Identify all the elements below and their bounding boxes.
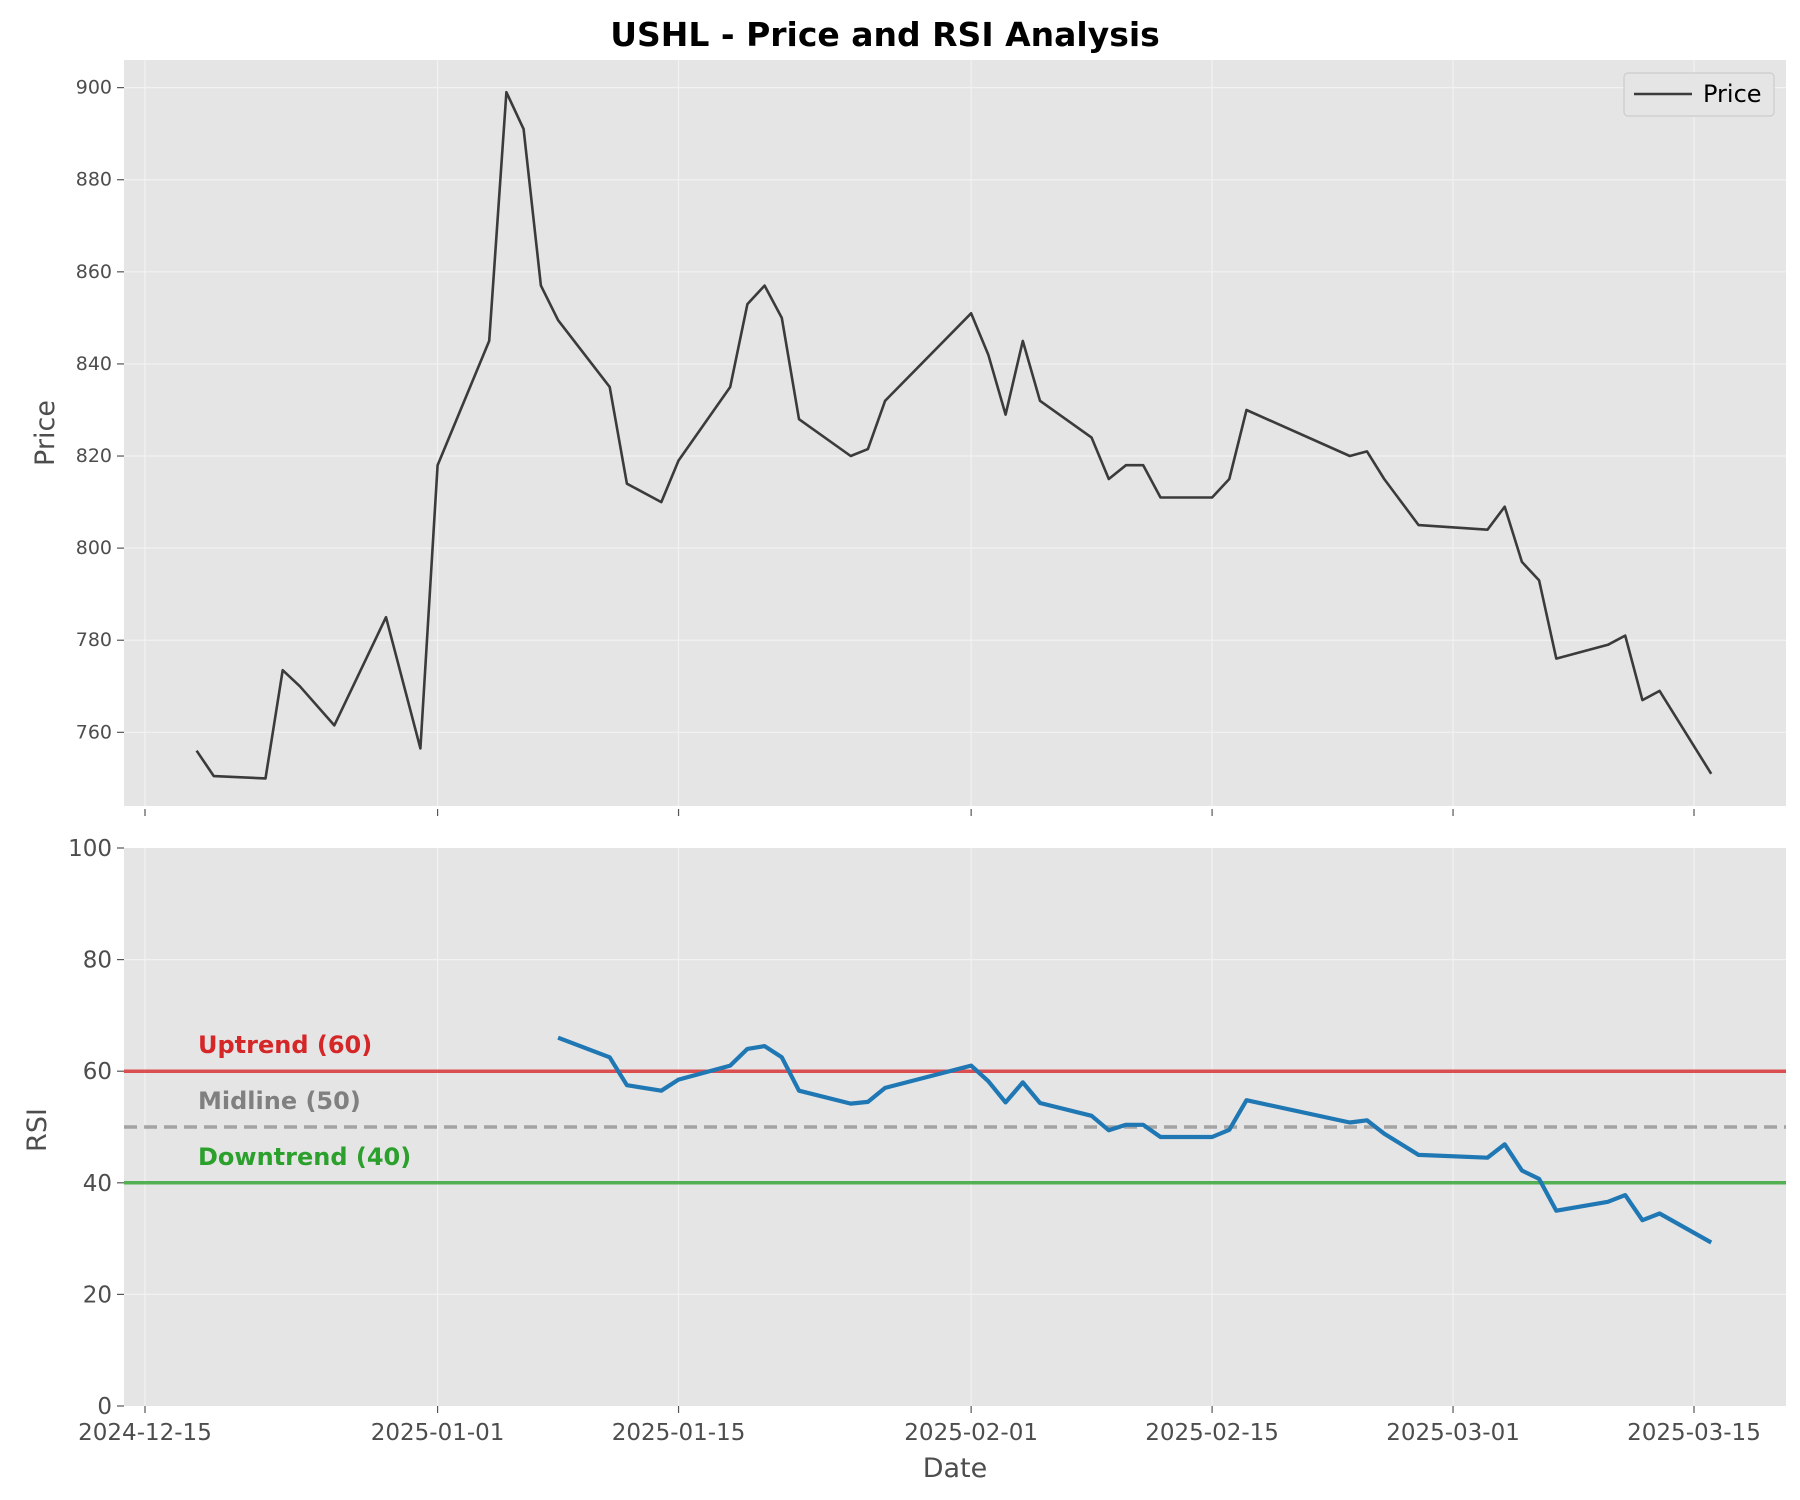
price-y-tick-label: 780 xyxy=(76,629,112,651)
x-tick-label: 2025-03-15 xyxy=(1627,1420,1761,1446)
legend-box xyxy=(1623,72,1775,117)
x-tick-label: 2025-01-15 xyxy=(612,1420,746,1446)
price-x-tick-marks xyxy=(144,809,1695,816)
price-y-tick-label: 860 xyxy=(76,261,112,283)
rsi-y-ticks: 0 20 40 60 80 100 xyxy=(68,836,124,1420)
x-axis-label: Date xyxy=(923,1453,988,1484)
rsi-y-tick-label: 100 xyxy=(68,836,112,862)
rsi-x-ticks: 2024-12-15 2025-01-01 2025-01-15 2025-02-01… xyxy=(78,1406,1761,1446)
x-tick-label: 2025-01-01 xyxy=(371,1420,505,1446)
price-panel-background xyxy=(124,60,1786,806)
x-tick-label: 2024-12-15 xyxy=(78,1420,212,1446)
rsi-series-line xyxy=(557,1035,1713,1245)
price-y-tick-label: 880 xyxy=(76,169,112,191)
price-y-tick-label: 760 xyxy=(76,721,112,743)
price-y-tick-label: 900 xyxy=(76,77,112,99)
legend: Price xyxy=(1623,72,1775,117)
price-y-tick-label: 820 xyxy=(76,445,112,467)
rsi-y-tick-label: 0 xyxy=(97,1394,112,1420)
reference-line-label: Downtrend (40) xyxy=(198,1143,411,1171)
x-tick-label: 2025-02-01 xyxy=(904,1420,1038,1446)
rsi-y-tick-label: 60 xyxy=(83,1059,112,1085)
rsi-y-tick-label: 80 xyxy=(83,948,112,974)
legend-price-label: Price xyxy=(1703,80,1762,108)
chart-title: USHL - Price and RSI Analysis xyxy=(610,15,1160,54)
price-y-tick-label: 840 xyxy=(76,353,112,375)
reference-line-label: Uptrend (60) xyxy=(198,1031,372,1059)
price-grid xyxy=(124,60,1786,806)
price-y-tick-label: 800 xyxy=(76,537,112,559)
rsi-reference-lines: Uptrend (60) Midline (50) Downtrend (40) xyxy=(124,1031,1786,1185)
price-y-axis-label: Price xyxy=(30,400,61,466)
rsi-y-tick-label: 40 xyxy=(83,1171,112,1197)
reference-line-label: Midline (50) xyxy=(198,1087,361,1115)
x-tick-label: 2025-03-01 xyxy=(1386,1420,1520,1446)
rsi-y-axis-label: RSI xyxy=(22,1108,53,1152)
x-tick-label: 2025-02-15 xyxy=(1145,1420,1279,1446)
price-series-line xyxy=(195,90,1713,780)
price-y-ticks: 760 780 800 820 840 860 880 900 xyxy=(76,77,124,743)
rsi-y-tick-label: 20 xyxy=(83,1282,112,1308)
